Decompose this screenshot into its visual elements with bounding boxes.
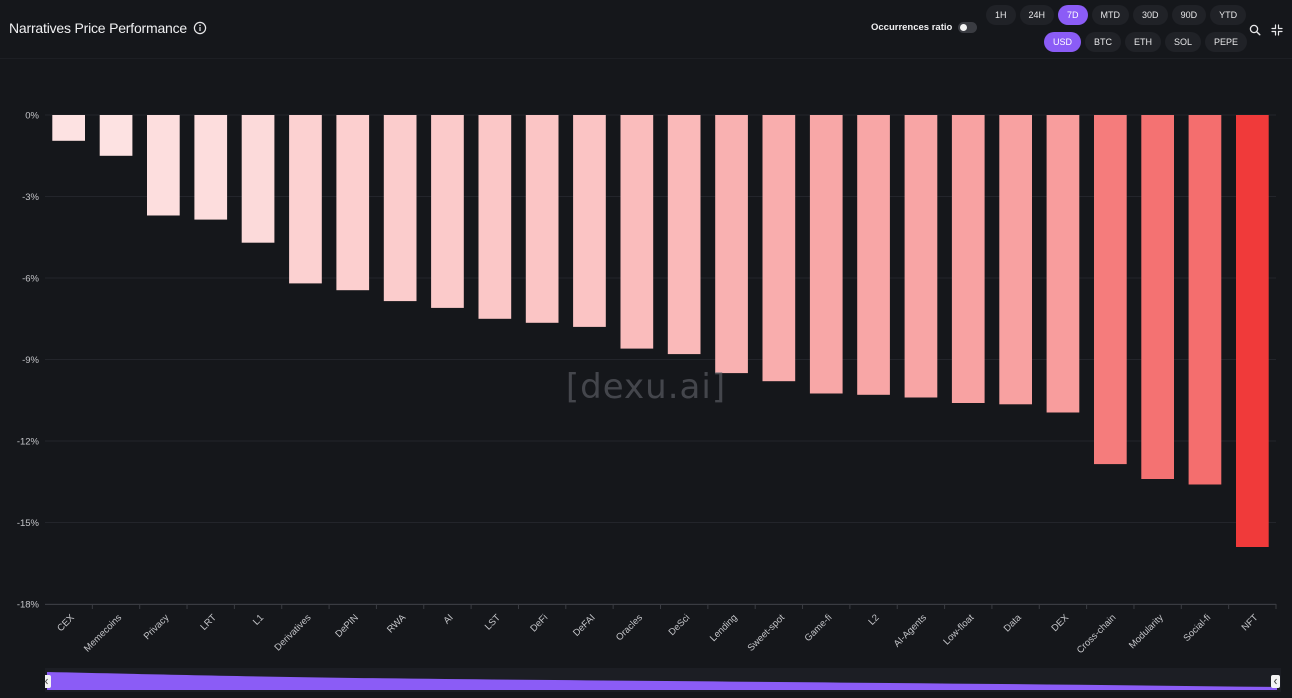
watermark: [dexu.ai] [566,367,726,407]
navigator-handle-right[interactable] [1271,675,1280,688]
navigator-handle-left[interactable] [42,675,51,688]
watermark-text: [dexu.ai] [566,367,726,407]
x-tick-label: DeFAI [571,612,597,638]
bar-cross-chain[interactable] [1094,115,1127,465]
timeframe-ytd[interactable]: YTD [1210,5,1247,25]
bar-oracles[interactable] [620,115,654,349]
occurrences-ratio-toggle[interactable] [958,22,978,33]
bar-lending[interactable] [715,115,748,374]
y-tick-label: -6% [22,274,39,285]
bar-derivatives[interactable] [289,115,322,284]
header-divider [0,58,1292,59]
x-tick-label: Lending [708,612,740,644]
timeframe-7d[interactable]: 7D [1058,5,1088,25]
bar-ai-agents[interactable] [904,115,938,398]
occurrences-ratio-label: Occurrences ratio [871,22,953,33]
chart-header: Narratives Price Performance [9,20,207,36]
y-axis: 0% -3% -6% -9% -12% -15% -18% [17,111,40,611]
bar-rwa[interactable] [383,115,417,302]
x-tick-label: RWA [385,612,409,636]
y-tick-label: -3% [22,192,39,203]
bar-social-fi[interactable] [1188,115,1222,485]
currency-selector: USD BTC ETH SOL PEPE [1044,32,1248,52]
x-tick-label: Modularity [1127,612,1166,651]
timeframe-mtd[interactable]: MTD [1091,5,1130,25]
currency-sol[interactable]: SOL [1165,32,1202,52]
y-tick-label: -15% [17,518,40,529]
bars [52,115,1269,547]
bar-privacy[interactable] [147,115,180,216]
y-tick-label: -18% [17,600,40,611]
bar-l1[interactable] [241,115,275,243]
bar-defi[interactable] [525,115,559,323]
grid-lines [45,114,1276,605]
navigator-area [47,672,1277,690]
x-tick-label: NFT [1240,612,1261,633]
x-tick-label: DeSci [667,612,693,638]
bar-data[interactable] [999,115,1032,405]
bar-nft[interactable] [1236,115,1269,547]
x-tick-label: Derivatives [273,612,314,653]
x-axis: CEX Memecoins Privacy LRT L1 Derivatives DePIN… [45,604,1277,656]
bar-cex[interactable] [52,115,85,141]
bar-game-fi[interactable] [809,115,843,394]
timeframe-1h[interactable]: 1H [986,5,1016,25]
bar-depin[interactable] [336,115,370,291]
timeframe-90d[interactable]: 90D [1171,5,1207,25]
range-navigator[interactable] [42,668,1281,692]
x-tick-label: Game-fi [803,612,835,644]
timeframe-selector: 1H 24H 7D MTD 30D 90D YTD [986,5,1247,25]
bar-sweet-spot[interactable] [762,115,796,382]
bar-low-float[interactable] [951,115,985,403]
currency-pepe[interactable]: PEPE [1205,32,1248,52]
x-tick-label: Low-float [941,612,976,647]
x-tick-label: AI [441,612,455,626]
x-tick-label: DePIN [333,612,361,640]
bar-memecoins[interactable] [99,115,133,156]
info-circle-icon[interactable] [193,21,207,35]
bar-lst[interactable] [478,115,512,319]
price-performance-chart: 0% -3% -6% -9% -12% -15% -18% CEX Memecoins Priv… [17,111,1277,656]
timeframe-30d[interactable]: 30D [1133,5,1168,25]
y-tick-label: -9% [22,355,39,366]
x-tick-label: L1 [251,612,266,627]
bar-dex[interactable] [1046,115,1080,413]
occurrences-ratio-control: Occurrences ratio [871,22,978,33]
bar-defai[interactable] [573,115,606,327]
x-tick-label: Data [1002,612,1024,634]
y-tick-label: -12% [17,437,40,448]
bar-lrt[interactable] [194,115,228,220]
bar-desci[interactable] [667,115,701,355]
x-tick-label: DEX [1049,612,1071,634]
x-tick-label: Memecoins [82,612,124,654]
x-tick-label: AI-Agents [892,612,929,649]
bar-l2[interactable] [857,115,890,395]
x-tick-label: LRT [198,612,218,632]
currency-eth[interactable]: ETH [1125,32,1162,52]
page-title: Narratives Price Performance [9,20,188,36]
x-tick-label: Cross-chain [1075,612,1119,656]
bar-modularity[interactable] [1141,115,1174,479]
currency-btc[interactable]: BTC [1085,32,1122,52]
x-tick-label: Oracles [614,612,645,643]
collapse-icon[interactable] [1271,23,1283,36]
x-tick-label: Sweet-spot [746,612,788,654]
timeframe-24h[interactable]: 24H [1019,5,1055,25]
currency-usd[interactable]: USD [1044,32,1082,52]
x-tick-label: Social-fi [1181,612,1213,644]
x-tick-label: CEX [55,612,77,634]
bar-ai[interactable] [431,115,464,308]
x-tick-label: L2 [866,612,881,627]
x-tick-label: DeFi [528,612,550,634]
y-tick-label: 0% [25,111,39,122]
search-icon[interactable] [1249,23,1261,36]
x-tick-label: LST [483,612,503,632]
x-tick-label: Privacy [142,612,172,642]
